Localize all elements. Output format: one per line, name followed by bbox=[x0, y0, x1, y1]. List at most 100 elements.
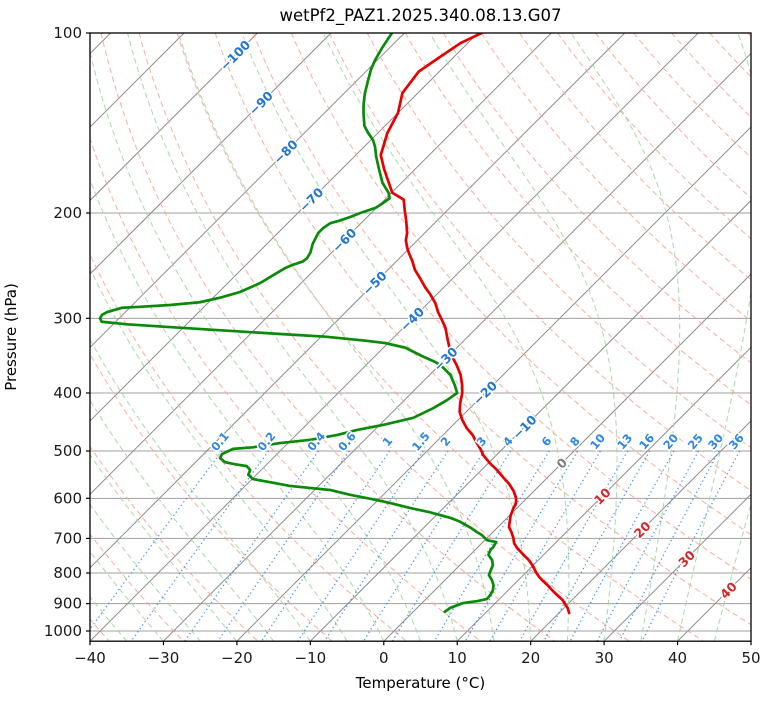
mixing-ratio-label: 2 bbox=[438, 434, 454, 449]
x-tick-label: −10 bbox=[295, 649, 327, 667]
dry-adiabat-line bbox=[442, 33, 751, 364]
moist-adiabat-line bbox=[177, 33, 495, 642]
x-tick-label: −30 bbox=[148, 649, 180, 667]
temperature-curve bbox=[379, 33, 571, 615]
moist-adiabat-line bbox=[322, 33, 570, 642]
dry-adiabat-line bbox=[747, 33, 751, 38]
isotherm-line bbox=[530, 420, 751, 642]
moist-adiabat-line bbox=[127, 33, 458, 642]
dry-adiabat-line bbox=[366, 33, 751, 449]
moist-adiabat-line bbox=[90, 399, 275, 642]
moist-adiabat-line bbox=[429, 33, 618, 642]
mixing-ratio-line bbox=[464, 450, 579, 642]
moist-adiabat-line bbox=[677, 33, 751, 642]
dry-adiabat-line bbox=[90, 353, 333, 642]
isotherm-line bbox=[163, 52, 751, 642]
y-tick-label: 700 bbox=[53, 529, 82, 547]
y-tick-label: 1000 bbox=[44, 622, 82, 640]
mixing-ratio-label: 20 bbox=[660, 431, 681, 452]
isotherm-line bbox=[90, 33, 479, 422]
y-tick-label: 200 bbox=[53, 204, 82, 222]
mixing-ratio-line bbox=[217, 450, 350, 642]
x-tick-label: 20 bbox=[521, 649, 540, 667]
isotherm-line bbox=[750, 640, 751, 642]
isotherm-line bbox=[90, 33, 405, 349]
mixing-ratio-line bbox=[362, 450, 485, 642]
dry-adiabat-line bbox=[90, 136, 481, 642]
moist-adiabat-line bbox=[713, 502, 751, 642]
dry-adiabat-line bbox=[480, 33, 751, 322]
isotherm-line bbox=[383, 273, 751, 642]
dry-adiabat-line bbox=[404, 33, 751, 406]
mixing-ratio-label: 0.4 bbox=[304, 429, 328, 454]
plot-area bbox=[0, 33, 751, 642]
mixing-ratio-label: 6 bbox=[539, 434, 555, 449]
moist-adiabat-line bbox=[90, 338, 311, 642]
y-tick-label: 600 bbox=[53, 489, 82, 507]
isotherm-line bbox=[677, 567, 751, 642]
moist-adiabat-line bbox=[570, 33, 681, 642]
moist-adiabat-line bbox=[0, 33, 53, 641]
isotherm-line bbox=[90, 33, 699, 642]
dry-adiabat-line bbox=[252, 33, 751, 580]
isotherm-line bbox=[90, 33, 111, 55]
moist-adiabat-line bbox=[241, 33, 532, 642]
x-tick-label: −40 bbox=[74, 649, 106, 667]
dry-adiabat-line bbox=[138, 33, 630, 642]
x-tick-label: 10 bbox=[448, 649, 467, 667]
y-tick-label: 300 bbox=[53, 309, 82, 327]
dry-adiabat-line bbox=[557, 33, 751, 240]
dry-adiabat-line bbox=[290, 33, 751, 536]
mixing-ratio-line bbox=[297, 450, 424, 642]
mixing-ratio-line bbox=[433, 450, 550, 642]
mixing-ratio-line bbox=[90, 450, 223, 631]
y-tick-label: 800 bbox=[53, 564, 82, 582]
mixing-ratio-label: 0.6 bbox=[335, 429, 359, 454]
y-tick-label: 100 bbox=[53, 24, 82, 42]
dry-adiabat-line bbox=[633, 33, 751, 159]
x-tick-label: 50 bbox=[741, 649, 760, 667]
mixing-ratio-line bbox=[519, 450, 629, 642]
y-tick-label: 400 bbox=[53, 384, 82, 402]
moist-adiabat-line bbox=[90, 453, 238, 642]
mixing-ratio-line bbox=[323, 450, 449, 642]
isotherm-line bbox=[90, 33, 332, 275]
mixing-ratio-line bbox=[489, 450, 602, 642]
mixing-ratio-line bbox=[641, 450, 741, 642]
moist-adiabat-line bbox=[90, 49, 422, 642]
x-tick-label: −20 bbox=[221, 649, 253, 667]
isotherm-line bbox=[456, 346, 751, 642]
moist-adiabat-line bbox=[90, 550, 164, 642]
dry-adiabat-line bbox=[519, 33, 751, 281]
dry-adiabat-line bbox=[90, 445, 259, 642]
isotherm-line bbox=[603, 493, 751, 642]
mixing-ratio-label: 1.5 bbox=[409, 429, 433, 454]
mixing-ratio-label: 1 bbox=[379, 434, 395, 449]
dry-adiabat-line bbox=[176, 33, 704, 642]
moist-adiabat-line bbox=[0, 33, 17, 641]
x-tick-label: 0 bbox=[379, 649, 389, 667]
mixing-ratio-label: 25 bbox=[685, 431, 706, 452]
mixing-ratio-label: 36 bbox=[726, 431, 747, 452]
isotherm-line bbox=[90, 33, 552, 496]
dry-adiabat-line bbox=[90, 533, 184, 642]
x-axis-label: Temperature (°C) bbox=[355, 674, 486, 692]
dry-adiabat-line bbox=[709, 33, 751, 78]
mixing-ratio-label: 16 bbox=[636, 431, 657, 452]
moist-adiabat-line bbox=[90, 267, 348, 642]
isotherm-line bbox=[309, 199, 751, 642]
y-tick-label: 500 bbox=[53, 442, 82, 460]
x-tick-label: 40 bbox=[668, 649, 687, 667]
mixing-ratio-line bbox=[260, 450, 391, 642]
plot-title: wetPf2_PAZ1.2025.340.08.13.G07 bbox=[279, 6, 562, 25]
moist-adiabat-line bbox=[90, 640, 91, 642]
dry-adiabat-line bbox=[214, 33, 751, 626]
mixing-ratio-line bbox=[184, 450, 319, 642]
mixing-ratio-line bbox=[543, 450, 651, 642]
x-tick-label: 30 bbox=[595, 649, 614, 667]
moist-adiabat-line bbox=[90, 177, 385, 642]
y-tick-label: 900 bbox=[53, 595, 82, 613]
dry-adiabat-line bbox=[328, 33, 751, 492]
